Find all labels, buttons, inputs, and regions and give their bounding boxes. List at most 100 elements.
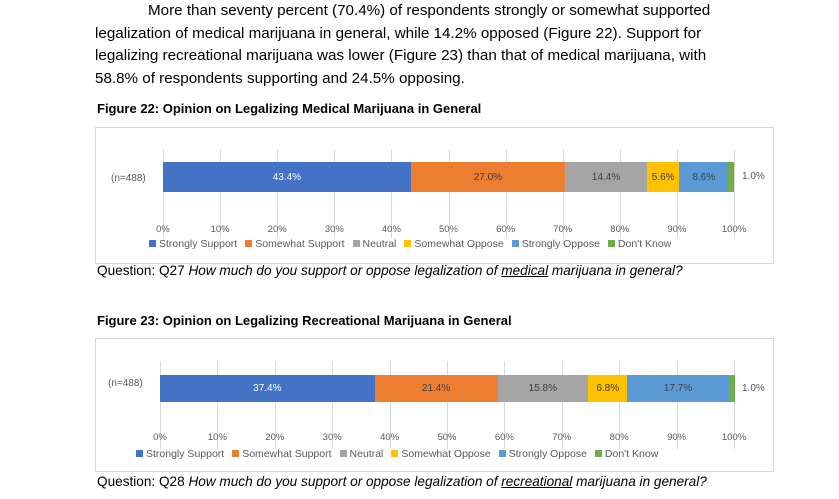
x-tick-label: 0% xyxy=(153,432,167,443)
legend-label: Strongly Support xyxy=(146,448,225,460)
legend-label: Strongly Oppose xyxy=(508,448,587,460)
gridline xyxy=(220,150,222,238)
legend-item: Neutral xyxy=(339,448,384,460)
bar-segment-neutral: 14.4% xyxy=(564,162,648,192)
question-emphasis: recreational xyxy=(501,474,573,489)
legend-item: Strongly Support xyxy=(136,448,224,460)
legend-item: Strongly Oppose xyxy=(511,238,600,250)
figure-caption: Figure 23: Opinion on Legalizing Recreat… xyxy=(97,313,512,328)
gridline xyxy=(505,150,507,238)
x-tick-label: 80% xyxy=(610,224,630,235)
x-tick-label: 40% xyxy=(380,432,400,443)
gridline xyxy=(676,150,678,238)
gridline xyxy=(676,361,678,449)
x-tick-label: 50% xyxy=(437,432,457,443)
plot-area: 0% 10% 20% 30% 40% 50% 60% 70% 80% 90% 100% 43.4% 27… xyxy=(149,128,765,263)
legend-item: Don't Know xyxy=(607,238,672,250)
legend-label: Don't Know xyxy=(617,238,672,250)
gridline xyxy=(163,150,164,238)
gridline xyxy=(277,150,279,238)
bar-segment-strongly-support: 37.4% xyxy=(160,375,375,402)
legend-item: Somewhat Support xyxy=(245,238,345,250)
x-tick-label: 100% xyxy=(721,432,747,443)
x-tick-label: 10% xyxy=(207,432,227,443)
legend-swatch xyxy=(352,240,360,247)
x-tick-label: 10% xyxy=(210,224,230,235)
legend-label: Neutral xyxy=(349,448,384,460)
paragraph-line: More than seventy percent (70.4%) of res… xyxy=(148,2,711,19)
question-part: marijuana in general? xyxy=(572,474,707,489)
gridline xyxy=(448,150,450,238)
x-tick-label: 60% xyxy=(496,224,516,235)
data-label: 1.0% xyxy=(742,382,765,394)
legend-label: Strongly Support xyxy=(159,238,238,250)
body-paragraph: More than seventy percent (70.4%) of res… xyxy=(95,0,735,90)
x-tick-label: 30% xyxy=(324,224,344,235)
gridline xyxy=(734,361,735,449)
legend-label: Neutral xyxy=(362,238,397,250)
category-label: (n=488) xyxy=(108,378,143,389)
legend-swatch xyxy=(232,450,240,457)
legend-label: Somewhat Support xyxy=(242,448,332,460)
bar-segment-somewhat-support: 21.4% xyxy=(374,375,498,402)
x-tick-label: 20% xyxy=(265,432,285,443)
bar-segment-don-t-know xyxy=(728,162,734,192)
legend-item: Don't Know xyxy=(594,448,659,460)
x-tick-label: 0% xyxy=(156,224,170,235)
gridline xyxy=(389,361,391,449)
legend-item: Somewhat Oppose xyxy=(404,238,504,250)
bar-segment-don-t-know xyxy=(728,375,735,402)
question-part: How much do you support or oppose legali… xyxy=(188,474,502,489)
gridline xyxy=(562,150,564,238)
gridline xyxy=(734,150,735,238)
legend-swatch xyxy=(404,240,412,247)
x-tick-label: 70% xyxy=(553,224,573,235)
gridline xyxy=(447,361,448,449)
bar-segment-somewhat-support: 27.0% xyxy=(410,162,565,192)
legend-swatch xyxy=(149,240,156,247)
legend-swatch xyxy=(594,450,602,457)
bar-segment-somewhat-oppose: 5.6% xyxy=(647,162,680,192)
x-tick-label: 90% xyxy=(667,224,687,235)
legend-item: Strongly Support xyxy=(149,238,237,250)
gridline xyxy=(217,361,219,449)
x-tick-label: 40% xyxy=(381,224,401,235)
bar-segment-somewhat-oppose: 6.8% xyxy=(588,375,628,402)
question-text: Question: Q27 How much do you support or… xyxy=(97,263,683,278)
question-text: Question: Q28 How much do you support or… xyxy=(97,474,707,489)
figure-caption: Figure 22: Opinion on Legalizing Medical… xyxy=(97,101,482,116)
x-tick-label: 30% xyxy=(322,432,342,443)
x-tick-label: 20% xyxy=(267,224,287,235)
legend-item: Somewhat Support xyxy=(232,448,332,460)
bar-segment-strongly-oppose: 8.6% xyxy=(679,162,729,192)
legend-swatch xyxy=(391,450,399,457)
x-tick-label: 60% xyxy=(494,432,514,443)
legend: Strongly Support Somewhat Support Neutral S… xyxy=(136,448,658,460)
gridline xyxy=(561,361,563,449)
legend-label: Strongly Oppose xyxy=(521,238,600,250)
x-tick-label: 70% xyxy=(552,432,572,443)
plot-area: 0% 10% 20% 30% 40% 50% 60% 70% 80% 90% 100% 37.4% 21… xyxy=(136,339,765,471)
legend: Strongly Support Somewhat Support Neutral S… xyxy=(149,238,671,250)
legend-label: Somewhat Support xyxy=(255,238,345,250)
legend-swatch xyxy=(607,240,615,247)
x-tick-label: 100% xyxy=(721,224,747,235)
gridline xyxy=(334,150,336,238)
x-tick-label: 50% xyxy=(438,224,459,235)
bar-segment-neutral: 15.8% xyxy=(497,375,589,402)
chart-box: (n=488) 0% 10% 20% 30% 40% 50% 60% 70% 80% 90% 100… xyxy=(95,127,774,264)
data-label: 1.0% xyxy=(742,171,765,182)
gridline xyxy=(391,150,393,238)
question-emphasis: medical xyxy=(501,263,549,278)
gridline xyxy=(332,361,334,449)
gridline xyxy=(274,361,276,449)
question-part: How much do you support or oppose legali… xyxy=(188,263,502,278)
question-part: marijuana in general? xyxy=(548,263,683,278)
question-prefix: Question: Q27 xyxy=(97,263,189,278)
legend-label: Don't Know xyxy=(604,448,659,460)
gridline xyxy=(160,361,161,449)
legend-swatch xyxy=(339,450,347,457)
legend-label: Somewhat Oppose xyxy=(401,448,491,460)
bar-segment-strongly-support: 43.4% xyxy=(163,162,411,192)
legend-item: Somewhat Oppose xyxy=(391,448,491,460)
